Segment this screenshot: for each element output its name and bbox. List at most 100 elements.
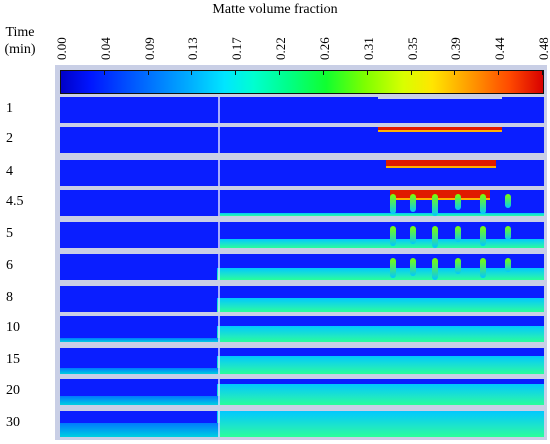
time-axis-header: Time (min) [4,24,36,58]
settling-plume [390,226,396,246]
settling-plume [432,194,438,216]
colorbar-title: Matte volume fraction [212,2,338,17]
colorbar-tick-label: 0.09 [140,22,157,62]
time-label: 15 [6,352,20,367]
baffle-line [218,348,220,374]
settling-plume [410,226,416,244]
colorbar-tick-mark [498,70,500,75]
baffle-line [218,222,220,248]
matte-droplet-layer [378,127,502,132]
settling-plume [432,258,438,280]
time-label: 1 [6,101,13,116]
time-header-line1: Time [5,25,35,40]
settling-plume [505,226,511,240]
snapshot-row [60,160,544,186]
colorbar-tick-label: 0.39 [446,22,463,62]
colorbar-tick-text: 0.31 [360,37,376,60]
matte-layer-left [60,368,220,374]
colorbar-tick-mark [454,70,456,75]
time-label: 4 [6,164,13,179]
time-label: 6 [6,258,13,273]
time-label: 8 [6,290,13,305]
settling-plume [410,194,416,212]
colorbar-tick-label: 0.31 [359,22,376,62]
settling-plume [455,258,461,274]
time-label: 4.5 [6,194,24,209]
colorbar-tick-label: 0.22 [271,22,288,62]
colorbar-tick-text: 0.26 [316,37,332,60]
time-label: 20 [6,383,20,398]
settling-plume [410,258,416,276]
colorbar-tick-mark [103,70,105,75]
baffle-line [218,379,220,405]
baffle-line [218,127,220,153]
colorbar-tick-label: 0.00 [52,22,69,62]
settling-plume [480,226,486,246]
colorbar-tick-mark [322,70,324,75]
matte-layer [217,326,544,342]
colorbar-tick-label: 0.44 [490,22,507,62]
settling-plume [480,258,486,278]
colorbar-tick-text: 0.22 [273,37,289,60]
settling-plume [390,258,396,278]
baffle-line [218,190,220,216]
snapshot-row [60,222,544,248]
colorbar-tick-text: 0.00 [54,37,69,60]
colorbar-tick-text: 0.04 [97,37,113,60]
time-label: 10 [6,320,20,335]
snapshot-row [60,379,544,405]
settling-plume [505,194,511,208]
baffle-line [218,316,220,342]
colorbar-tick-label: 0.13 [183,22,200,62]
settling-plume [455,226,461,242]
colorbar-tick-text: 0.39 [448,37,464,60]
baffle-line [218,411,220,437]
colorbar-tick-mark [147,70,149,75]
snapshot-row [60,190,544,216]
matte-layer [220,213,544,216]
colorbar-tick-label: 0.48 [534,22,550,62]
colorbar-tick-mark [366,70,368,75]
settling-plume [390,194,396,214]
colorbar-tick-marks [60,70,543,75]
matte-layer [217,298,544,312]
matte-layer [220,239,544,248]
colorbar-tick-label: 0.35 [403,22,420,62]
settling-plume [432,226,438,248]
matte-layer-left [60,338,220,342]
matte-layer-left [60,396,220,405]
time-label: 5 [6,226,13,241]
colorbar-tick-text: 0.13 [185,37,201,60]
baffle-line [218,97,220,123]
matte-droplet-layer [390,190,490,200]
time-label: 30 [6,415,20,430]
snapshot-row [60,254,544,280]
matte-layer [217,384,544,405]
colorbar-tick-mark [191,70,193,75]
colorbar-tick-text: 0.17 [229,37,245,60]
snapshot-row [60,411,544,437]
colorbar-tick-label: 0.17 [227,22,244,62]
matte-droplet-layer [386,160,496,168]
matte-layer [217,411,544,437]
colorbar-tick-mark [410,70,412,75]
settling-plume [455,194,461,210]
matte-layer [217,356,544,374]
snapshot-row [60,97,544,123]
settling-plume [505,258,511,272]
colorbar-tick-mark [235,70,237,75]
matte-droplet-layer [378,97,502,99]
colorbar [60,70,544,94]
colorbar-tick-label: 0.04 [96,22,113,62]
baffle-line [218,286,220,312]
baffle-line [218,160,220,186]
snapshot-row [60,316,544,342]
baffle-line [218,254,220,280]
matte-layer-left [60,423,220,437]
colorbar-tick-text: 0.35 [404,37,420,60]
time-header-line2: (min) [4,42,36,57]
colorbar-tick-text: 0.48 [536,37,550,60]
colorbar-tick-mark [60,70,61,75]
colorbar-tick-label: 0.26 [315,22,332,62]
settling-plume [480,194,486,214]
